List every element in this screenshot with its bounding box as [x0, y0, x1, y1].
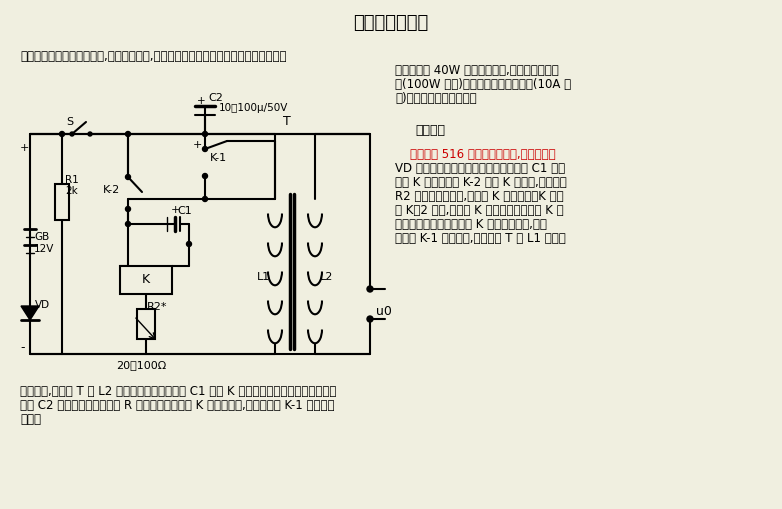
Bar: [55, 185, 69, 220]
Circle shape: [203, 197, 207, 202]
Circle shape: [88, 133, 92, 137]
Text: 接通。: 接通。: [20, 412, 41, 425]
Circle shape: [367, 317, 373, 322]
Text: 工作原理: 工作原理: [415, 124, 445, 137]
Circle shape: [203, 174, 207, 179]
Text: K-1: K-1: [210, 153, 227, 163]
Text: 继电器逆变装置: 继电器逆变装置: [353, 14, 429, 32]
Text: C1: C1: [177, 206, 192, 216]
Text: 重新吸合和释放。继电器 K 如此反复通断,其常: 重新吸合和释放。继电器 K 如此反复通断,其常: [395, 217, 547, 231]
Text: +: +: [20, 143, 30, 153]
Text: 2k: 2k: [65, 186, 77, 195]
Text: -: -: [20, 341, 24, 353]
Text: VD: VD: [35, 299, 50, 309]
Circle shape: [125, 222, 131, 227]
Text: 10～100μ/50V: 10～100μ/50V: [219, 103, 289, 113]
Text: 上)可以制成电子打鱼器。: 上)可以制成电子打鱼器。: [395, 92, 476, 105]
Text: 后 K－2 打开,继电器 K 又断电释放。然后 K 又: 后 K－2 打开,继电器 K 又断电释放。然后 K 又: [395, 204, 564, 216]
Circle shape: [125, 207, 131, 212]
Circle shape: [203, 132, 207, 137]
Text: 20～100Ω: 20～100Ω: [116, 359, 167, 369]
Text: 器可以点亮 40W 以下的日光灯,配用大功率变压: 器可以点亮 40W 以下的日光灯,配用大功率变压: [395, 64, 559, 77]
Text: 开接点 K-1 反复通断,在变压器 T 的 L1 中产生: 开接点 K-1 反复通断,在变压器 T 的 L1 中产生: [395, 232, 565, 244]
Text: K-2: K-2: [103, 185, 120, 194]
Text: 电容 C2 为消火花电路。电阻 R 是用来调节继电器 K 的吸合深度,从而使接点 K-1 能可靠地: 电容 C2 为消火花电路。电阻 R 是用来调节继电器 K 的吸合深度,从而使接点…: [20, 398, 335, 411]
Circle shape: [367, 287, 373, 293]
Text: L2: L2: [320, 271, 333, 281]
Circle shape: [125, 175, 131, 180]
Text: 电器 K 的常闭接点 K-2 流过 K 的线圈,通过电阻: 电器 K 的常闭接点 K-2 流过 K 的线圈,通过电阻: [395, 176, 567, 189]
Text: 12V: 12V: [34, 243, 55, 253]
Text: 电路如图 516 所示。接通电源,发光二极管: 电路如图 516 所示。接通电源,发光二极管: [395, 148, 556, 161]
Circle shape: [125, 132, 131, 137]
Text: R2*: R2*: [147, 301, 167, 312]
Circle shape: [186, 242, 192, 247]
Polygon shape: [21, 306, 39, 320]
Text: VD 指示工作。电流从电源正极通过电容 C1 和继: VD 指示工作。电流从电源正极通过电容 C1 和继: [395, 162, 565, 175]
Text: 脉动电流,从而在 T 的 L2 感应出交流高压。电容 C1 为使 K 的常开接点能可靠接通而设的。: 脉动电流,从而在 T 的 L2 感应出交流高压。电容 C1 为使 K 的常开接点…: [20, 384, 336, 397]
Bar: [120, 267, 172, 294]
Text: 本电路为一继电器逆变装置,电路简单易制,很适合初学者制作。该电路配用不同的变压: 本电路为一继电器逆变装置,电路简单易制,很适合初学者制作。该电路配用不同的变压: [20, 50, 286, 63]
Circle shape: [70, 133, 74, 137]
Circle shape: [59, 132, 64, 137]
Text: C2: C2: [208, 93, 223, 103]
Text: L1: L1: [257, 271, 271, 281]
Text: R2 流回电源的负极,继电器 K 得电吸合。K 吸合: R2 流回电源的负极,继电器 K 得电吸合。K 吸合: [395, 190, 564, 203]
Text: +: +: [171, 205, 181, 215]
Circle shape: [203, 147, 207, 152]
Text: GB: GB: [34, 232, 49, 242]
Text: K: K: [142, 272, 150, 286]
Text: 器(100W 以上)和触点容量大的继电器(10A 以: 器(100W 以上)和触点容量大的继电器(10A 以: [395, 78, 571, 91]
Text: S: S: [66, 117, 74, 127]
Text: R1: R1: [65, 175, 79, 185]
Text: T: T: [283, 115, 291, 128]
Text: +: +: [193, 140, 203, 150]
Text: u0: u0: [376, 304, 392, 318]
Bar: [137, 309, 155, 340]
Text: +: +: [197, 96, 206, 106]
